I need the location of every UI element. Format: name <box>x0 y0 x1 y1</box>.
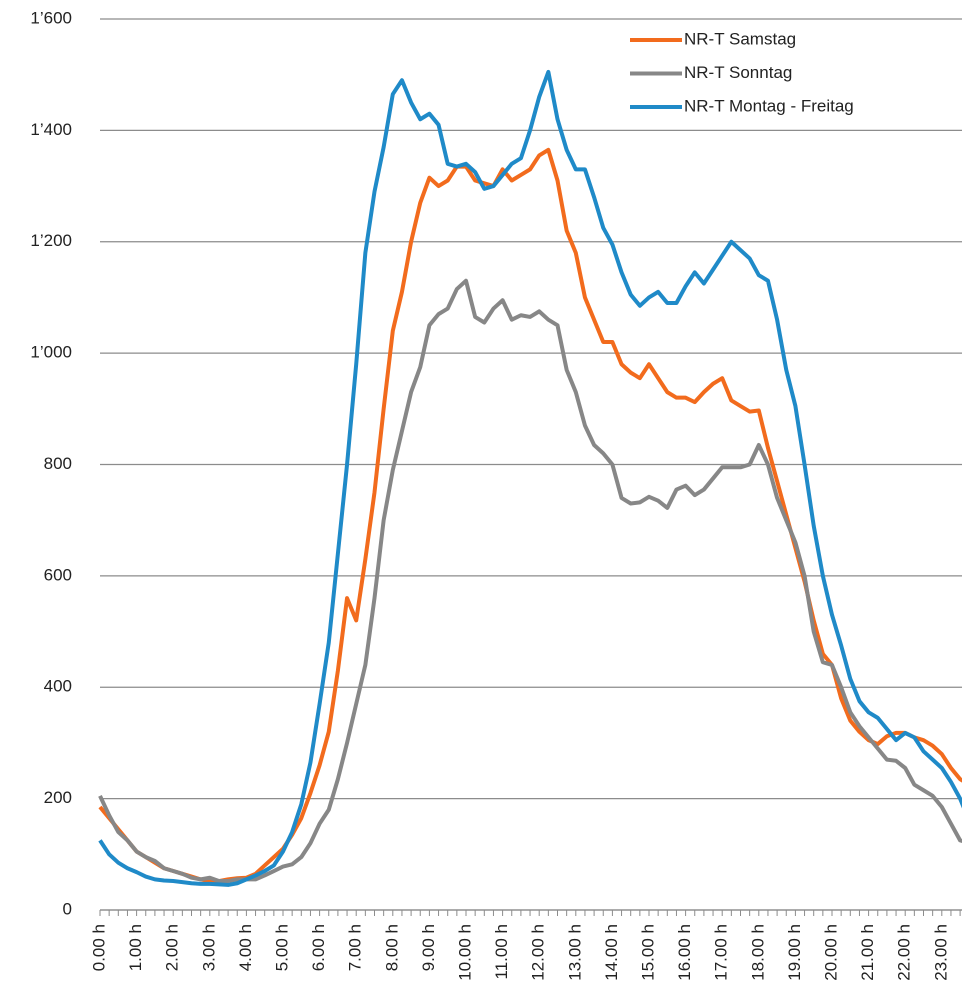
x-tick-label: 12.00 h <box>529 924 548 981</box>
x-tick-label: 9.00 h <box>419 924 438 971</box>
x-tick-label: 8.00 h <box>382 924 401 971</box>
x-tick-label: 6.00 h <box>309 924 328 971</box>
y-tick-label: 400 <box>44 677 72 696</box>
x-tick-label: 0.00 h <box>89 924 108 971</box>
x-tick-label: 2.00 h <box>163 924 182 971</box>
y-tick-label: 1’400 <box>30 120 72 139</box>
y-tick-label: 800 <box>44 454 72 473</box>
x-tick-label: 1.00 h <box>126 924 145 971</box>
series-line <box>98 278 962 884</box>
y-tick-label: 1’200 <box>30 231 72 250</box>
x-tick-label: 18.00 h <box>748 924 767 981</box>
legend-label: NR-T Samstag <box>684 29 796 48</box>
y-tick-label: 600 <box>44 565 72 584</box>
y-tick-label: 200 <box>44 788 72 807</box>
legend-label: NR-T Montag - Freitag <box>684 96 854 115</box>
x-tick-label: 3.00 h <box>199 924 218 971</box>
x-tick-label: 21.00 h <box>858 924 877 981</box>
x-tick-label: 17.00 h <box>712 924 731 981</box>
x-tick-label: 11.00 h <box>492 924 511 979</box>
x-tick-label: 15.00 h <box>638 924 657 981</box>
x-tick-label: 16.00 h <box>675 924 694 981</box>
x-tick-label: 22.00 h <box>895 924 914 981</box>
x-tick-label: 19.00 h <box>785 924 804 981</box>
x-tick-label: 4.00 h <box>236 924 255 971</box>
x-tick-label: 10.00 h <box>455 924 474 981</box>
y-tick-label: 1’000 <box>30 343 72 362</box>
x-tick-label: 13.00 h <box>565 924 584 981</box>
y-tick-label: 0 <box>63 899 72 918</box>
x-tick-label: 7.00 h <box>346 924 365 971</box>
series-line <box>98 69 962 887</box>
x-tick-label: 5.00 h <box>272 924 291 971</box>
x-tick-label: 20.00 h <box>821 924 840 981</box>
x-tick-label: 14.00 h <box>602 924 621 981</box>
series-line <box>98 147 962 884</box>
y-tick-label: 1’600 <box>30 8 72 27</box>
legend-label: NR-T Sonntag <box>684 63 792 82</box>
x-tick-label: 23.00 h <box>931 924 950 981</box>
